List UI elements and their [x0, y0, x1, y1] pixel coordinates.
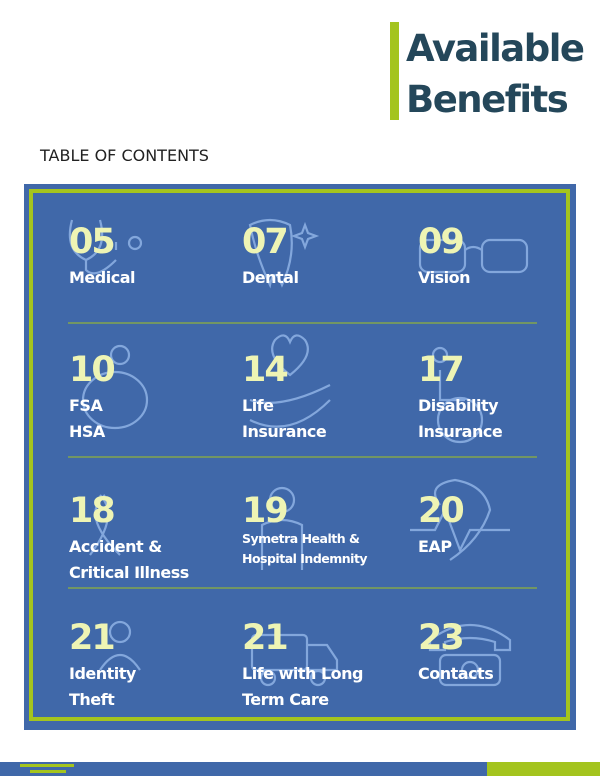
item-label: Critical Illness: [69, 563, 189, 582]
page-number: 07: [242, 222, 287, 262]
item-label: Life with Long: [242, 664, 363, 683]
footer-line: [30, 770, 66, 773]
item-label: Accident &: [69, 537, 162, 556]
item-label: Term Care: [242, 690, 329, 709]
item-label: Symetra Health &: [242, 531, 360, 546]
page-number: 09: [418, 222, 463, 262]
page-number: 23: [418, 618, 463, 658]
title-line: Available: [406, 27, 584, 70]
page-number: 21: [242, 618, 287, 658]
page-number: 17: [418, 350, 463, 390]
item-label: Identity: [69, 664, 137, 683]
page-number: 14: [242, 350, 287, 390]
page-number: 19: [242, 491, 287, 531]
footer-bar: [0, 762, 487, 776]
item-label: Insurance: [418, 422, 503, 441]
item-label: Vision: [418, 268, 470, 287]
title-line: Benefits: [406, 78, 568, 121]
title-bar: [390, 22, 399, 120]
item-label: Life: [242, 396, 274, 415]
item-label: FSA: [69, 396, 103, 415]
item-label: Disability: [418, 396, 499, 415]
footer-accent: [487, 762, 600, 776]
page-number: 05: [69, 222, 114, 262]
item-label: Dental: [242, 268, 298, 287]
dividers: [68, 322, 537, 589]
item-label: Contacts: [418, 664, 493, 683]
item-label: EAP: [418, 537, 452, 556]
toc-items: 05 Medical 07 Dental 09 Vision 10 FSA HSA 14 Life I…: [69, 222, 503, 709]
item-label: Insurance: [242, 422, 327, 441]
item-label: Hospital Indemnity: [242, 551, 367, 566]
page-number: 21: [69, 618, 114, 658]
item-label: HSA: [69, 422, 106, 441]
item-label: Medical: [69, 268, 135, 287]
icons: [68, 218, 529, 687]
toc-border: [29, 189, 570, 721]
footer-line: [20, 764, 74, 767]
item-label: Theft: [69, 690, 115, 709]
page-number: 18: [69, 491, 114, 531]
page-number: 20: [418, 491, 463, 531]
page-number: 10: [69, 350, 114, 390]
subtitle: TABLE OF CONTENTS: [39, 146, 209, 165]
